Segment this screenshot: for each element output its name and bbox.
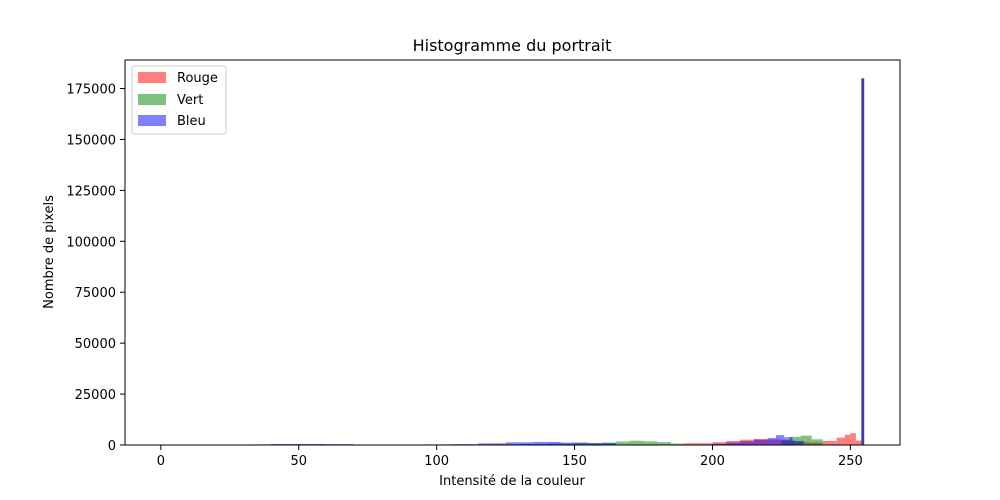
bar-rouge-0 <box>684 443 713 445</box>
x-tick-label: 100 <box>424 454 449 469</box>
bar-bleu-7 <box>505 442 534 445</box>
y-axis-title: Nombre de pixels <box>42 195 57 309</box>
x-tick-label: 250 <box>838 454 863 469</box>
bar-bleu-1 <box>271 443 299 445</box>
bar-rouge-13 <box>855 440 862 445</box>
y-tick-label: 100000 <box>66 235 116 250</box>
bar-bleu-17 <box>784 437 793 445</box>
bar-bleu-18 <box>792 440 804 445</box>
legend-swatch-vert <box>138 94 166 105</box>
y-tick-label: 150000 <box>66 133 116 148</box>
x-axis-ticks: 0 50 100 150 200 250 <box>157 445 863 469</box>
bar-bleu-8 <box>533 441 561 445</box>
bar-bleu-14 <box>753 439 768 445</box>
bar-rouge-12 <box>850 433 856 445</box>
y-tick-label: 175000 <box>66 83 116 98</box>
y-tick-label: 75000 <box>75 286 116 301</box>
bar-bleu-12 <box>726 442 741 445</box>
y-axis-ticks: 0 25000 50000 75000 100000 125000 150000 175000 <box>66 83 125 454</box>
bar-vert-11 <box>789 436 801 445</box>
bar-rouge-11 <box>844 434 851 445</box>
legend-label-vert: Vert <box>177 93 203 108</box>
bar-bleu-11 <box>712 443 727 445</box>
bar-vert-12 <box>800 435 812 445</box>
bar-bleu-10 <box>588 443 616 445</box>
y-tick-label: 25000 <box>75 388 116 403</box>
bar-vert-13 <box>811 439 823 445</box>
bar-vert-7 <box>643 441 658 445</box>
bar-bleu-2 <box>298 443 327 445</box>
y-tick-label: 125000 <box>66 184 116 199</box>
bar-rouge-1 <box>712 442 727 445</box>
chart-title: Histogramme du portrait <box>413 36 612 55</box>
bar-vert-9 <box>671 443 685 445</box>
bar-vert-6 <box>629 440 644 445</box>
bar-vert-8 <box>657 442 672 445</box>
bar-rouge-9 <box>822 440 837 445</box>
bar-bleu-16 <box>775 435 785 445</box>
x-tick-label: 0 <box>157 454 165 469</box>
bar-bleu-6 <box>478 443 506 445</box>
legend: Rouge Vert Bleu <box>131 65 227 135</box>
bar-rouge-10 <box>836 437 845 445</box>
plot-frame <box>124 59 901 446</box>
legend-label-rouge: Rouge <box>177 71 218 86</box>
bar-vert-5 <box>615 441 630 445</box>
bar-bleu-19 <box>861 78 865 445</box>
bar-bleu-15 <box>767 438 776 445</box>
x-axis-title: Intensité de la couleur <box>439 474 585 489</box>
bar-bleu-9 <box>560 442 589 445</box>
legend-label-bleu: Bleu <box>177 114 206 129</box>
legend-swatch-rouge <box>138 72 166 83</box>
y-tick-label: 50000 <box>75 337 116 352</box>
y-tick-label: 0 <box>108 439 116 454</box>
x-tick-label: 150 <box>562 454 587 469</box>
bar-bleu-13 <box>740 441 754 445</box>
x-tick-label: 50 <box>290 454 307 469</box>
histogram-bars <box>251 78 865 445</box>
legend-swatch-bleu <box>138 115 166 126</box>
x-tick-label: 200 <box>700 454 725 469</box>
